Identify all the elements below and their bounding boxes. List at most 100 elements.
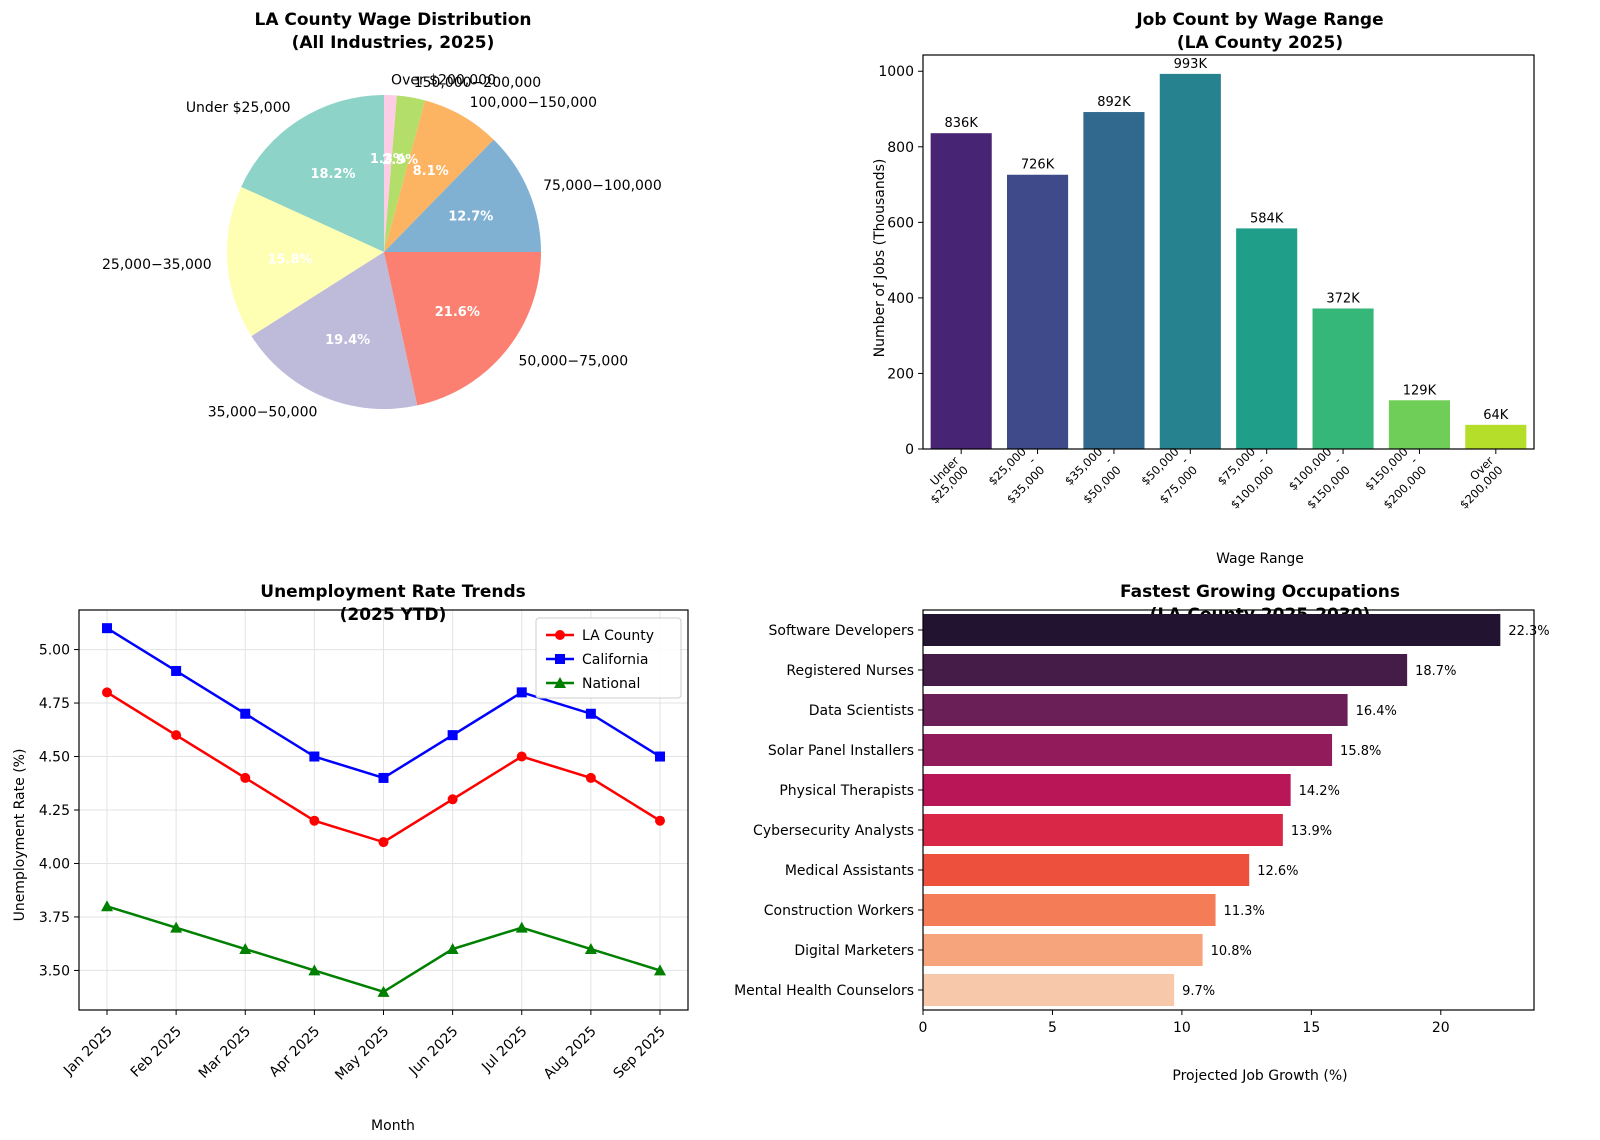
y-tick-label: 3.50 [39, 963, 70, 979]
legend-marker [555, 654, 565, 664]
y-tick-label: Solar Panel Installers [768, 743, 914, 759]
y-tick-label: Physical Therapists [779, 783, 914, 799]
bar-value-label: 22.3% [1508, 624, 1549, 639]
bar-value-label: 13.9% [1291, 824, 1332, 839]
bar-plot-frame [922, 54, 1535, 450]
wage-bar [1083, 112, 1145, 449]
pie-percent-label: 1.3% [370, 152, 406, 167]
x-tick-label: Jun 2025 [406, 1024, 462, 1080]
y-tick-label: 4.25 [39, 803, 70, 819]
hbar-x-axis-label: Projected Job Growth (%) [1172, 1068, 1347, 1084]
occupation-bar [923, 654, 1408, 686]
x-tick-label: Under$25,000 [918, 453, 971, 506]
pie-category-label: 35,000−50,000 [208, 404, 318, 420]
occupation-bar [923, 694, 1348, 726]
y-tick-label: 4.75 [39, 696, 70, 712]
bar-value-label: 372K [1326, 291, 1360, 306]
y-tick-label: Medical Assistants [785, 863, 914, 879]
pie-percent-label: 2.9% [382, 153, 418, 168]
wage-bar [1388, 400, 1450, 449]
pie-slice [384, 95, 397, 252]
data-point [240, 772, 251, 783]
data-point [585, 708, 596, 719]
data-point [516, 751, 527, 762]
y-tick-label: 200 [887, 366, 914, 382]
pie-labels: 18.2% Under $25,000 15.8% 25,000−35,000 19.4… [102, 72, 662, 420]
data-point [655, 815, 665, 826]
occupation-bar [923, 854, 1250, 886]
line-y-axis-label: Unemployment Rate (%) [12, 749, 28, 922]
bar-value-label: 64K [1483, 408, 1509, 423]
pie-percent-label: 15.8% [267, 253, 312, 268]
legend-box [535, 617, 682, 699]
pie-percent-label: 12.7% [448, 209, 493, 224]
wage-bar [930, 133, 992, 449]
pie-percent-label: 8.1% [413, 164, 449, 179]
hbar-plot-area: 22.3% Software Developers 18.7% Registered … [734, 609, 1550, 1036]
x-tick-label: Mar 2025 [196, 1024, 254, 1082]
data-point [102, 687, 112, 698]
wage-bar [1159, 73, 1221, 450]
y-tick-label: Data Scientists [809, 703, 914, 719]
pie-slice [384, 95, 425, 252]
occupation-bar [923, 614, 1501, 646]
data-point [308, 964, 321, 976]
data-point [585, 772, 596, 783]
data-point [584, 943, 597, 955]
pie-title-line1: LA County Wage Distribution [254, 10, 531, 30]
x-tick-label: 0 [919, 1020, 928, 1036]
y-tick-label: 600 [887, 215, 914, 231]
pie-slice [226, 186, 384, 337]
y-tick-label: Digital Marketers [794, 943, 914, 959]
bar-value-label: 14.2% [1299, 784, 1340, 799]
pie-title-line2: (All Industries, 2025) [292, 33, 495, 53]
bar-value-label: 10.8% [1211, 944, 1252, 959]
x-tick-label: 10 [1173, 1020, 1191, 1036]
bar-value-label: 11.3% [1224, 904, 1265, 919]
legend: LA County California National [535, 617, 682, 699]
data-point [378, 772, 389, 783]
wage-bar [1312, 308, 1374, 449]
occupation-bar [923, 774, 1291, 806]
legend-entry-label: LA County [582, 628, 654, 644]
bar-value-label: 836K [945, 116, 979, 131]
y-tick-label: Registered Nurses [786, 663, 914, 679]
occupation-bar [923, 974, 1175, 1006]
bar-value-label: 9.7% [1182, 984, 1215, 999]
line-title-line1: Unemployment Rate Trends [260, 582, 525, 602]
x-tick-label: 5 [1048, 1020, 1057, 1036]
line-plot-area: 3.50 3.75 4.00 4.25 4.50 4.75 5.00 Jan 2025 Feb … [39, 609, 689, 1084]
data-point [309, 751, 320, 762]
data-point [171, 730, 182, 741]
pie-slice [251, 252, 418, 409]
x-tick-label: Jan 2025 [60, 1024, 116, 1080]
pie-slice [241, 95, 384, 252]
line-plot-frame [78, 609, 689, 1011]
data-point [654, 964, 666, 976]
data-point [655, 751, 665, 762]
bar-value-label: 129K [1403, 383, 1437, 398]
x-tick-label: Feb 2025 [128, 1024, 185, 1081]
x-tick-label: $100,000-$150,000 [1286, 444, 1353, 511]
data-point [447, 730, 458, 741]
pie-category-label: 75,000−100,000 [543, 178, 662, 194]
x-tick-label: $75,000-$100,000 [1209, 444, 1276, 511]
pie-slice [384, 139, 541, 252]
pie-category-label: 50,000−75,000 [518, 353, 628, 369]
unemployment-line-chart: Unemployment Rate Trends (2025 YTD) 3.50… [12, 582, 689, 1134]
bar-value-label: 16.4% [1356, 704, 1397, 719]
data-point [309, 815, 320, 826]
line-title-line2: (2025 YTD) [340, 605, 447, 625]
y-tick-label: Software Developers [769, 623, 914, 639]
data-point [240, 708, 251, 719]
wage-bar [1465, 424, 1527, 449]
y-tick-label: 4.00 [39, 856, 70, 872]
data-point [102, 623, 112, 634]
x-tick-label: 15 [1302, 1020, 1320, 1036]
legend-entry-label: California [582, 652, 648, 668]
bar-value-label: 726K [1021, 158, 1055, 173]
data-point [171, 665, 182, 676]
occupation-bar [923, 934, 1203, 966]
pie-category-label: Over $200,000 [391, 72, 496, 88]
bar-value-label: 993K [1174, 57, 1208, 72]
